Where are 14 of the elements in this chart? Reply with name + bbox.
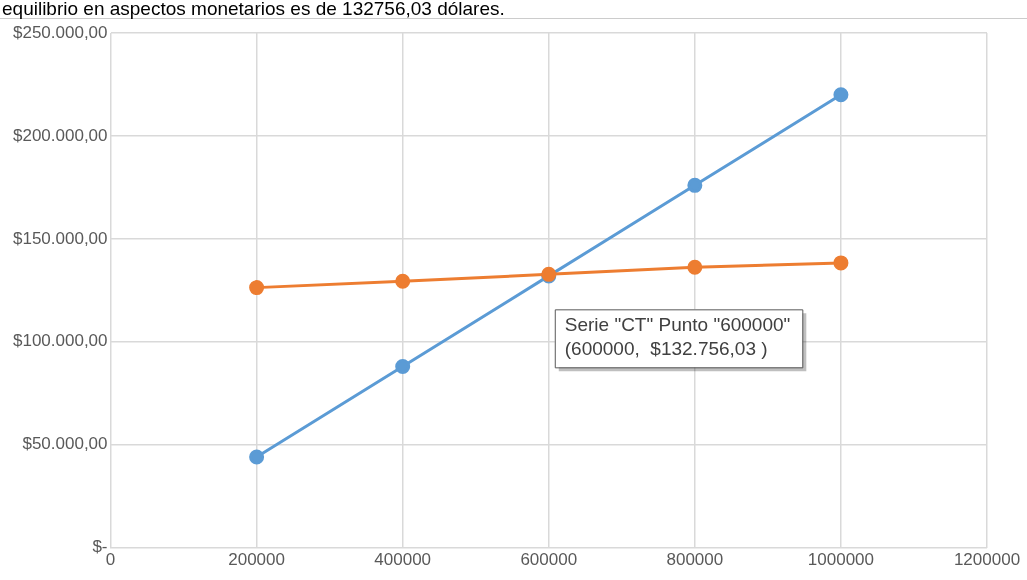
annotation: Serie "CT" Punto "600000" (600000, $132.756,03 )	[564, 314, 791, 360]
y-tick-label: $50.000,00	[22, 434, 108, 454]
x-tick-label: 800000	[666, 550, 724, 570]
x-tick-label: 1200000	[953, 550, 1021, 570]
x-tick-label: 600000	[520, 550, 578, 570]
y-tick-label: $150.000,00	[12, 228, 108, 248]
x-tick-label: 1000000	[807, 550, 875, 570]
x-tick-label: 200000	[228, 550, 285, 570]
x-tick-label: 0	[105, 550, 116, 570]
x-tick-label: 400000	[374, 550, 432, 570]
y-tick-label: $100.000,00	[12, 331, 108, 351]
chart-title: equilibrio en aspectos monetarios es de 132756,03 dólares.	[0, 0, 1027, 19]
y-tick-label: $200.000,00	[12, 125, 108, 145]
y-tick-label: $250.000,00	[12, 22, 108, 42]
